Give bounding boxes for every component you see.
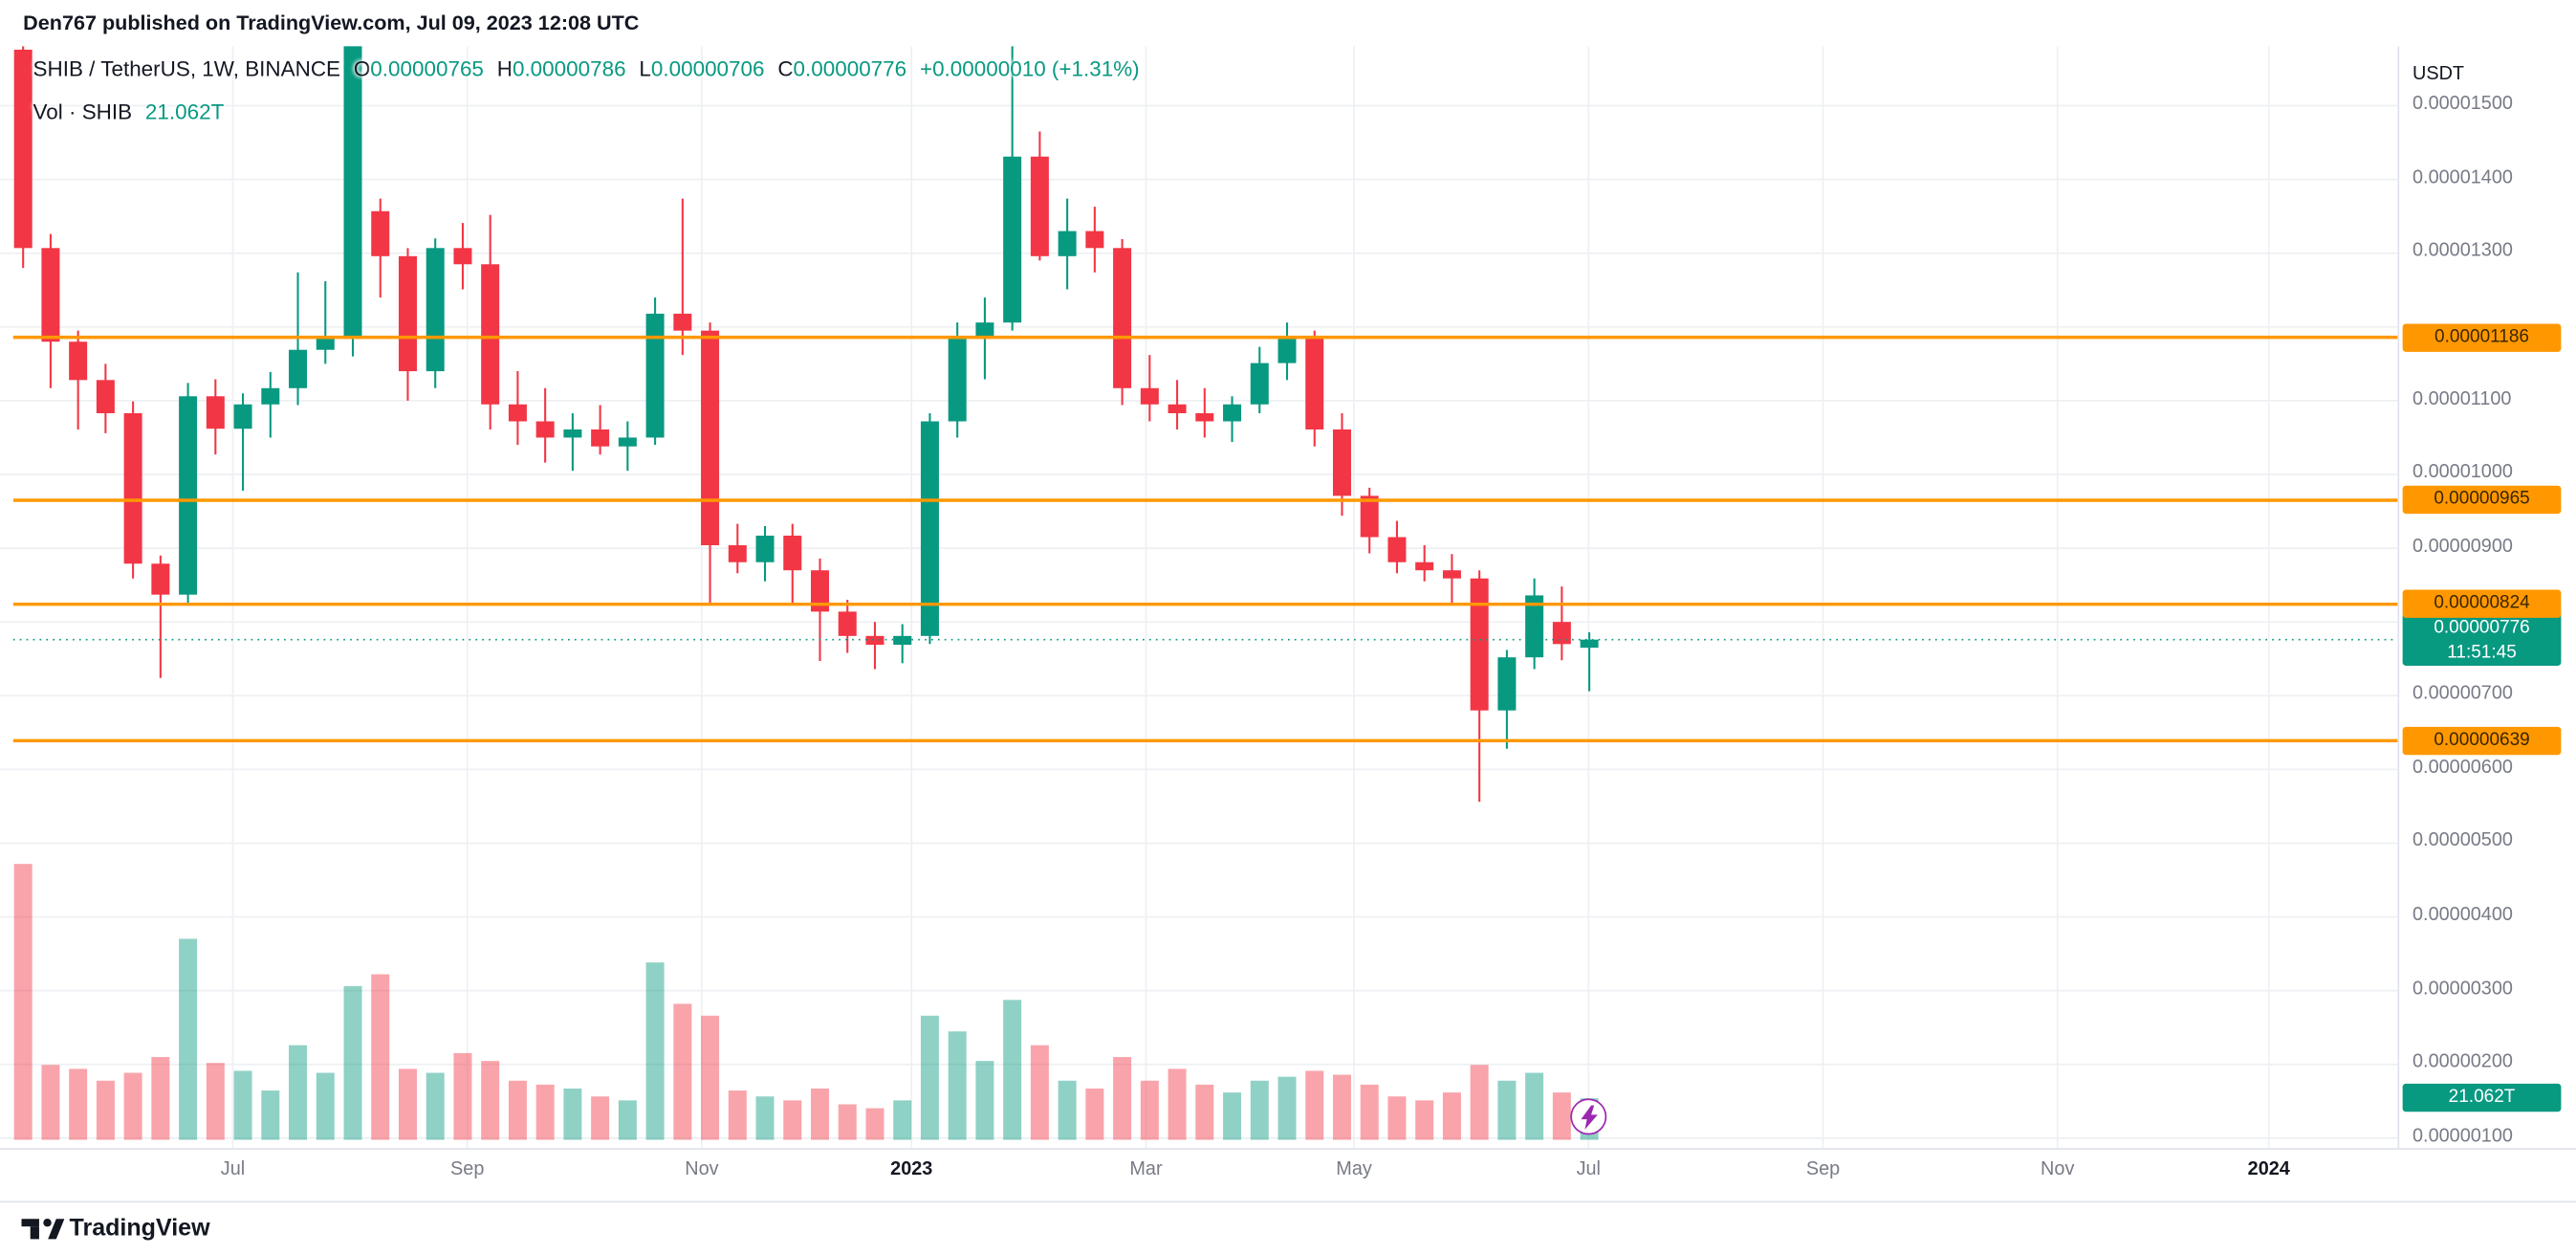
- price-axis-label: 0.00001000: [2412, 462, 2513, 483]
- ohlc-close: C0.00000776: [777, 55, 907, 81]
- time-axis-label: 2023: [890, 1159, 933, 1180]
- price-axis-label: 0.00001400: [2412, 167, 2513, 188]
- ohlc-high: H0.00000786: [496, 55, 626, 81]
- time-axis-label: Jul: [220, 1159, 246, 1180]
- volume-row: Vol · SHIB 21.062T: [33, 99, 1140, 129]
- tradingview-logo-icon[interactable]: [21, 1213, 65, 1246]
- time-axis[interactable]: Jul Sep Nov 2023 Mar May Jul Sep Nov 2024: [0, 1148, 2576, 1195]
- time-axis-label: Nov: [685, 1159, 719, 1180]
- price-level-badge: 0.00001186: [2402, 322, 2562, 352]
- price-level-badge: 0.00000965: [2402, 486, 2562, 515]
- time-axis-label: 2024: [2247, 1159, 2290, 1180]
- ohlc-open: O0.00000765: [353, 55, 484, 81]
- price-axis-label: 0.00001100: [2412, 388, 2512, 409]
- publish-line: Den767 published on TradingView.com, Jul…: [23, 11, 640, 35]
- volume-badge: 21.062T: [2402, 1084, 2562, 1112]
- volume-label: Vol · SHIB: [33, 99, 133, 124]
- price-axis-label: 0.00000700: [2412, 684, 2513, 704]
- price-axis-unit: USDT: [2412, 64, 2465, 85]
- publish-header: Den767 published on TradingView.com, Jul…: [0, 0, 2576, 47]
- time-axis-label: Jul: [1576, 1159, 1601, 1180]
- price-axis-label: 0.00000600: [2412, 758, 2513, 778]
- price-axis-label: 0.00000500: [2412, 831, 2513, 852]
- price-axis-label: 0.00000400: [2412, 905, 2513, 926]
- time-axis-label: Mar: [1129, 1159, 1163, 1180]
- chart-legend: SHIB / TetherUS, 1W, BINANCE O0.00000765 H…: [33, 56, 1140, 143]
- time-axis-label: Sep: [1805, 1159, 1841, 1180]
- time-axis-label: May: [1336, 1159, 1372, 1180]
- price-axis-label: 0.00000200: [2412, 1052, 2513, 1073]
- lightning-icon: [1580, 1104, 1597, 1130]
- flash-marker[interactable]: [1570, 1098, 1607, 1135]
- tradingview-brand[interactable]: TradingView: [69, 1215, 210, 1243]
- bar-countdown: 11:51:45: [2447, 643, 2517, 663]
- price-level-badge: 0.00000639: [2402, 726, 2562, 755]
- price-axis-label: 0.00001500: [2412, 94, 2513, 115]
- price-level-badge: 0.00000824: [2402, 589, 2562, 619]
- price-axis-label: 0.00001300: [2412, 241, 2513, 262]
- volume-value: 21.062T: [144, 99, 225, 124]
- price-axis-label: 0.00000300: [2412, 979, 2513, 1000]
- footer: TradingView: [0, 1200, 2576, 1255]
- symbol-title[interactable]: SHIB / TetherUS, 1W, BINANCE: [33, 55, 341, 81]
- ohlc-low: L0.00000706: [639, 55, 765, 81]
- price-axis-label: 0.00000100: [2412, 1126, 2513, 1147]
- price-change: +0.00000010 (+1.31%): [919, 55, 1140, 81]
- price-axis-label: 0.00000900: [2412, 536, 2513, 557]
- current-price-value: 0.00000776: [2434, 618, 2530, 638]
- current-price-badge: 0.00000776 11:51:45: [2402, 613, 2562, 667]
- time-axis-label: Sep: [450, 1159, 485, 1180]
- time-axis-label: Nov: [2041, 1159, 2075, 1180]
- price-axis[interactable]: USDT 0.00000776 11:51:45 21.062T 0.00001…: [2397, 0, 2576, 1193]
